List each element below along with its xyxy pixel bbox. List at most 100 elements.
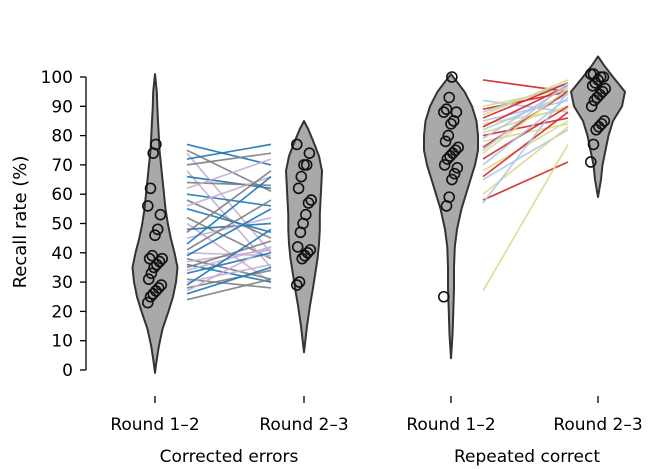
paired-line <box>482 143 569 292</box>
data-point <box>302 197 315 209</box>
paired-line <box>186 278 272 301</box>
paired-line <box>186 222 272 231</box>
data-point <box>437 290 450 303</box>
data-point <box>149 229 161 242</box>
data-point <box>142 200 154 212</box>
data-point <box>142 273 155 285</box>
paired-line <box>186 152 272 166</box>
paired-line <box>482 111 569 178</box>
paired-line <box>186 269 272 289</box>
violin-repeated-r12 <box>423 73 479 360</box>
data-point <box>595 118 608 130</box>
paired-line <box>482 79 569 93</box>
paired-line <box>482 117 569 137</box>
y-tick-label: 100 <box>41 68 73 88</box>
paired-line <box>186 240 272 269</box>
paired-lines <box>186 79 569 301</box>
paired-line <box>186 249 272 263</box>
data-point <box>451 162 464 174</box>
y-tick-label: 90 <box>51 97 73 117</box>
paired-line <box>186 199 272 239</box>
data-point <box>303 147 316 159</box>
violin-corrected-r12 <box>131 73 179 374</box>
paired-line <box>186 228 272 286</box>
paired-line <box>186 143 272 160</box>
y-tick-label: 50 <box>51 215 73 235</box>
data-point <box>301 247 314 259</box>
data-point <box>304 244 317 256</box>
data-point <box>290 279 303 291</box>
data-point <box>598 115 611 127</box>
data-point <box>437 106 450 118</box>
paired-line <box>186 266 272 295</box>
data-point <box>142 296 154 309</box>
violins <box>131 55 626 374</box>
paired-line <box>482 126 569 195</box>
paired-line <box>186 158 272 190</box>
paired-line <box>186 170 272 233</box>
data-point <box>445 118 457 130</box>
paired-line <box>482 91 569 204</box>
y-tick-label: 40 <box>51 244 73 264</box>
data-point <box>587 138 600 151</box>
data-point <box>446 71 458 83</box>
data-point <box>448 167 461 180</box>
y-tick-label: 0 <box>62 361 73 381</box>
data-point <box>449 144 462 157</box>
data-point <box>293 276 306 288</box>
paired-line <box>482 82 569 119</box>
data-point <box>150 138 162 151</box>
data-point <box>299 208 312 221</box>
y-tick-label: 70 <box>51 156 73 176</box>
paired-line <box>186 246 272 292</box>
data-point <box>587 68 600 80</box>
data-point <box>440 103 453 116</box>
paired-line <box>482 88 569 154</box>
data-point <box>144 182 157 195</box>
paired-line <box>482 85 569 128</box>
group-label-corrected-errors: Corrected errors <box>160 447 299 467</box>
paired-line <box>482 105 569 160</box>
y-tick-label: 30 <box>51 273 73 293</box>
data-point <box>439 135 452 148</box>
data-point <box>438 159 451 171</box>
x-tick-label-corrected-r12: Round 1–2 <box>110 415 199 435</box>
data-point <box>290 138 303 151</box>
paired-line <box>186 216 272 239</box>
data-point <box>152 282 165 294</box>
data-point <box>599 82 612 95</box>
x-axis-labels: Round 1–2 Round 2–3 Round 1–2 Round 2–3 … <box>110 415 642 467</box>
paired-line <box>186 208 272 234</box>
paired-line <box>186 193 272 207</box>
data-point <box>151 223 164 236</box>
paired-line <box>186 246 272 272</box>
y-axis-title: Recall rate (%) <box>10 156 31 289</box>
data-point <box>305 194 318 206</box>
y-tick-label: 60 <box>51 185 73 205</box>
paired-line <box>186 278 272 289</box>
data-point <box>584 156 597 168</box>
data-point <box>292 182 305 195</box>
data-point <box>443 191 456 203</box>
paired-line <box>482 82 569 151</box>
data-point <box>446 173 458 186</box>
data-point <box>442 129 455 142</box>
data-point <box>146 249 159 262</box>
data-point <box>155 279 168 291</box>
x-tick-label-repeated-r12: Round 1–2 <box>406 415 495 435</box>
data-point <box>154 208 167 221</box>
paired-line <box>186 175 272 245</box>
y-tick-label: 20 <box>51 302 73 322</box>
data-point <box>143 252 156 265</box>
paired-line <box>482 96 569 166</box>
data-points <box>142 68 612 309</box>
paired-line <box>186 143 272 166</box>
paired-line <box>186 208 272 257</box>
y-tick-label: 80 <box>51 127 73 147</box>
data-point <box>596 85 609 98</box>
paired-line <box>482 99 569 122</box>
paired-line <box>186 199 272 251</box>
data-point <box>585 100 598 113</box>
group-label-repeated-correct: Repeated correct <box>454 447 600 467</box>
